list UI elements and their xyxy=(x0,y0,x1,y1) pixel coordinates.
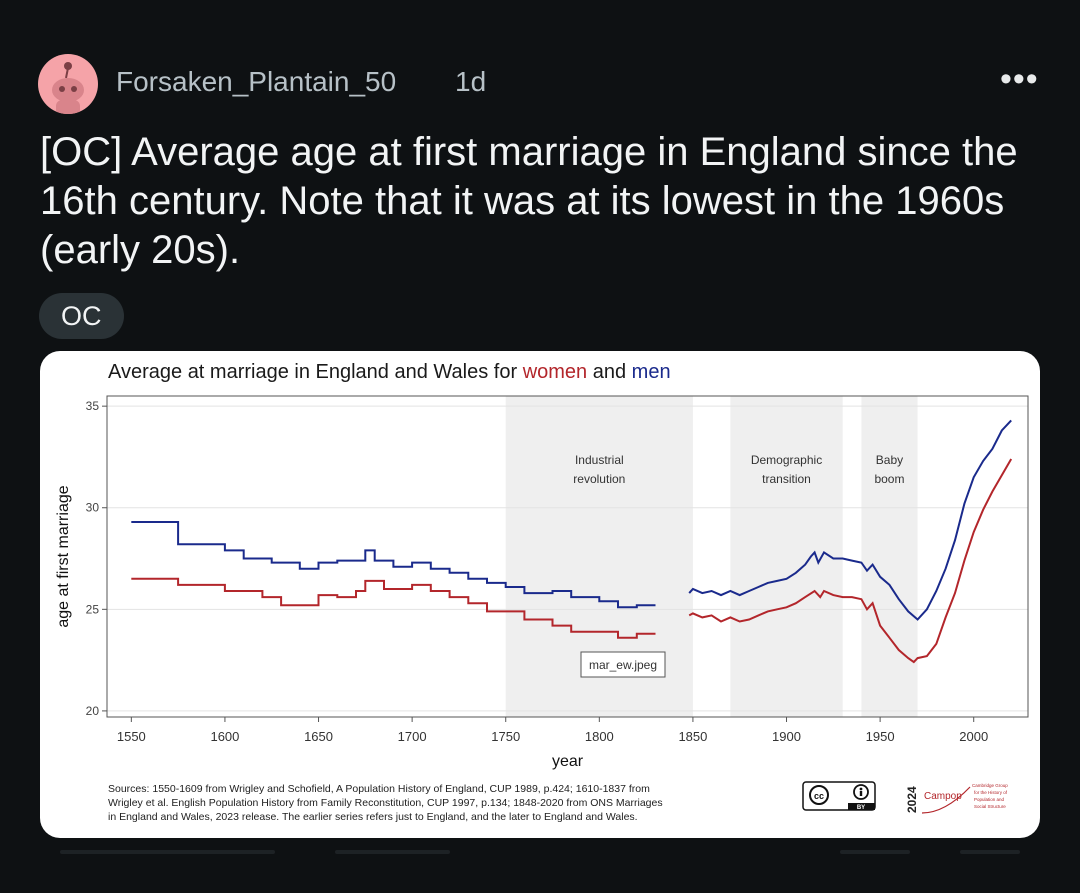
y-axis-label: age at first marriage xyxy=(55,485,72,627)
shaded-period xyxy=(730,396,843,717)
x-tick-label: 1950 xyxy=(866,729,895,744)
snoo-icon xyxy=(52,62,84,114)
sources-line-1: Sources: 1550-1609 from Wrigley and Scho… xyxy=(108,783,650,795)
campop-line-2: for the History of xyxy=(974,790,1008,795)
chart: Average at marriage in England and Wales… xyxy=(55,361,1029,823)
period-label: transition xyxy=(762,472,811,486)
x-tick-label: 1700 xyxy=(398,729,427,744)
post-image[interactable]: Average at marriage in England and Wales… xyxy=(40,351,1040,838)
series-line-men xyxy=(131,521,656,609)
x-axis-label: year xyxy=(552,753,584,770)
x-tick-label: 1550 xyxy=(117,729,146,744)
post-age: 1d xyxy=(455,66,487,97)
period-label: Industrial xyxy=(575,453,624,467)
action-bar-hint xyxy=(840,850,910,854)
by-label: BY xyxy=(857,805,865,811)
username[interactable]: Forsaken_Plantain_50 xyxy=(116,66,397,97)
sources-line-2: Wrigley et al. English Population Histor… xyxy=(108,797,663,809)
plot-frame xyxy=(106,395,1029,718)
flair-badge[interactable]: OC xyxy=(39,293,124,339)
campop-line-3: Population and xyxy=(974,797,1005,802)
period-label: Demographic xyxy=(751,453,822,467)
campop-line-1: Cambridge Group xyxy=(972,783,1008,788)
cc-label: cc xyxy=(814,791,824,801)
campop-line-4: Social Structure xyxy=(974,804,1006,809)
x-tick-label: 1750 xyxy=(491,729,520,744)
period-label: revolution xyxy=(573,472,625,486)
x-tick-label: 2000 xyxy=(959,729,988,744)
series-line-women xyxy=(688,458,1013,664)
campop-logo: Campop Cambridge Group for the History o… xyxy=(921,783,1008,814)
period-label: Baby xyxy=(876,453,903,467)
x-tick-label: 1900 xyxy=(772,729,801,744)
action-bar-hint xyxy=(335,850,450,854)
watermark-label: mar_ew.jpeg xyxy=(589,658,657,672)
y-tick-label: 30 xyxy=(86,501,100,515)
watermark-box xyxy=(580,651,666,678)
sources-line-3: in England and Wales, 2023 release. The … xyxy=(108,811,638,823)
shaded-period xyxy=(861,396,918,717)
action-bar-hint xyxy=(60,850,275,854)
avatar[interactable] xyxy=(38,54,98,114)
post-title[interactable]: [OC] Average age at first marriage in En… xyxy=(40,130,1018,272)
series-line-men xyxy=(688,419,1012,621)
cc-by-license-icon: cc BY xyxy=(802,781,876,811)
y-tick-label: 25 xyxy=(86,602,100,616)
x-tick-label: 1600 xyxy=(210,729,239,744)
x-tick-label: 1850 xyxy=(678,729,707,744)
action-bar-hint xyxy=(960,850,1020,854)
more-options-icon[interactable]: ••• xyxy=(1000,60,1039,98)
license-year: 2024 xyxy=(905,786,919,813)
period-label: boom xyxy=(874,472,904,486)
y-tick-label: 20 xyxy=(86,704,100,718)
x-tick-label: 1650 xyxy=(304,729,333,744)
series-line-women xyxy=(131,577,656,639)
chart-title: Average at marriage in England and Wales… xyxy=(108,361,671,383)
x-tick-label: 1800 xyxy=(585,729,614,744)
campop-name: Campop xyxy=(924,791,962,802)
y-tick-label: 35 xyxy=(86,399,100,413)
